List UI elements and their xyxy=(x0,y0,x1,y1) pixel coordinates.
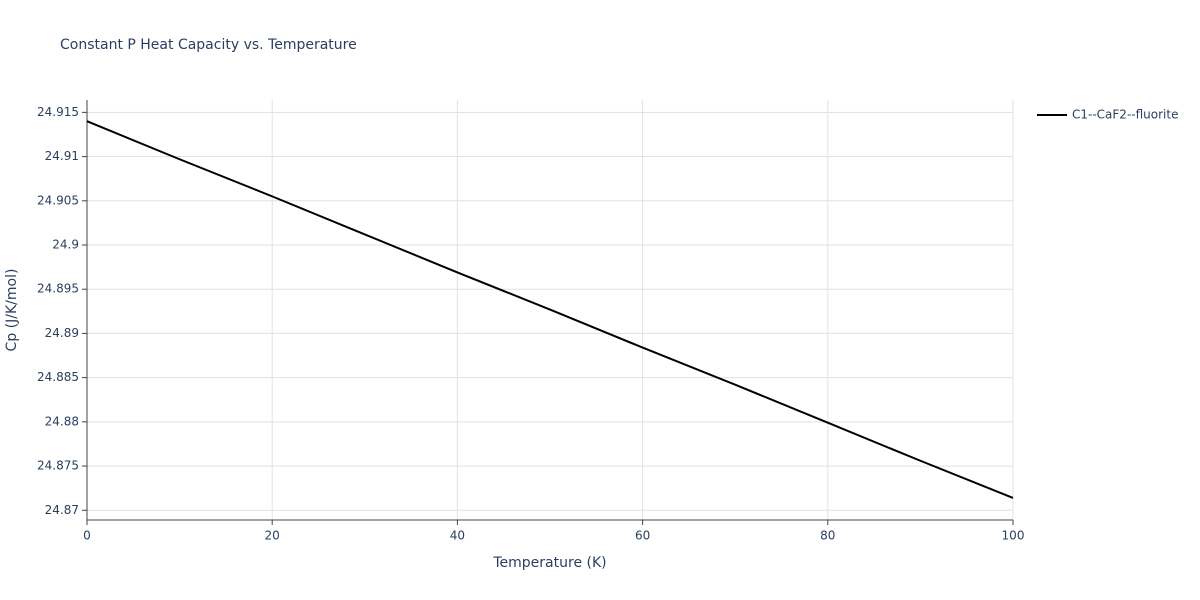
x-tick-label: 80 xyxy=(820,529,835,543)
x-axis-title: Temperature (K) xyxy=(492,555,606,571)
y-tick-label: 24.91 xyxy=(45,149,79,163)
x-tick-label: 0 xyxy=(83,529,91,543)
x-tick-label: 20 xyxy=(265,529,280,543)
y-tick-label: 24.915 xyxy=(37,105,79,119)
y-tick-label: 24.885 xyxy=(37,370,79,384)
y-tick-label: 24.9 xyxy=(52,238,79,252)
x-tick-label: 60 xyxy=(635,529,650,543)
legend-label: C1--CaF2--fluorite xyxy=(1072,108,1178,122)
y-tick-label: 24.895 xyxy=(37,282,79,296)
x-tick-label: 40 xyxy=(450,529,465,543)
y-axis-title: Cp (J/K/mol) xyxy=(4,269,20,352)
chart-title: Constant P Heat Capacity vs. Temperature xyxy=(60,37,357,53)
y-tick-label: 24.905 xyxy=(37,193,79,207)
x-tick-label: 100 xyxy=(1002,529,1025,543)
data-line xyxy=(86,120,1014,499)
y-tick-label: 24.88 xyxy=(45,414,79,428)
y-tick-label: 24.89 xyxy=(45,326,79,340)
y-tick-label: 24.875 xyxy=(37,459,79,473)
y-tick-label: 24.87 xyxy=(45,503,79,517)
